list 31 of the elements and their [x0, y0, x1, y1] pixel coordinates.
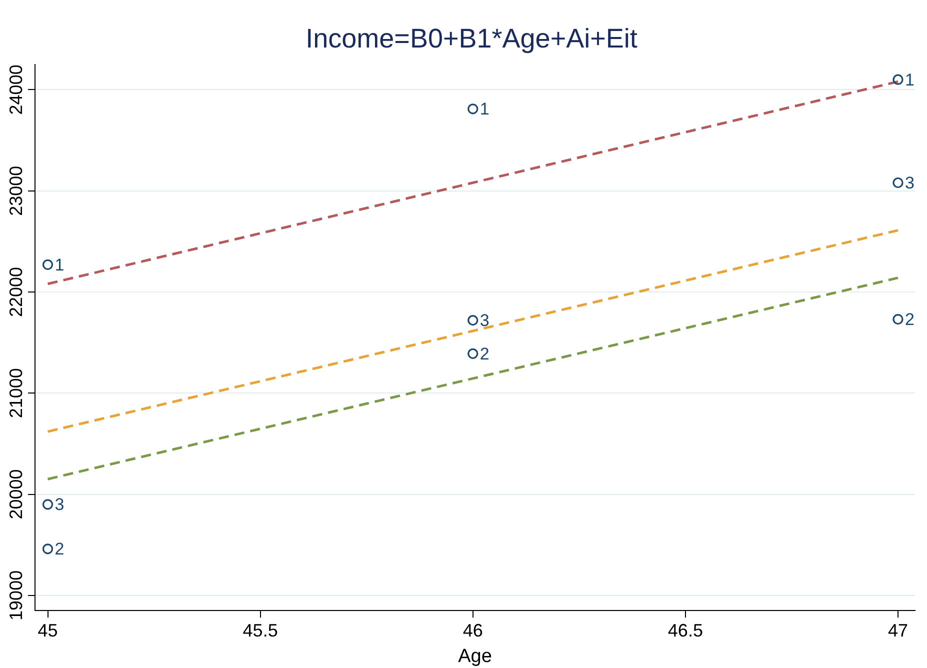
point: [892, 74, 904, 85]
point: [892, 314, 904, 325]
point: [42, 259, 54, 270]
y-tick-label: 22000: [6, 266, 26, 318]
point: [42, 544, 54, 554]
point: [468, 315, 478, 326]
y-tick-label: 19000: [6, 570, 26, 620]
chart-title: Income=B0+B1*Age+Ai+Eit: [306, 24, 638, 54]
point: [468, 104, 478, 114]
text: 3: [904, 173, 914, 192]
text: 1: [480, 100, 490, 119]
x-tick-label: 47: [888, 620, 908, 640]
series-label: 1: [54, 255, 64, 274]
series-label: 3: [480, 310, 490, 330]
x-axis-title: Age: [458, 646, 492, 667]
y-tick-label: 23000: [6, 166, 26, 216]
series-label: 2: [480, 344, 490, 364]
text: 2: [904, 310, 914, 329]
y-tick-label: 21000: [6, 368, 26, 418]
text: 2: [54, 540, 64, 559]
text: 1: [904, 70, 914, 90]
point: [42, 499, 54, 510]
x-tick-label: 46.5: [668, 620, 703, 640]
x-tick-label: 45.5: [242, 620, 278, 640]
point: [468, 348, 478, 359]
x-tick-label: 46: [462, 620, 483, 640]
text: 3: [54, 495, 64, 514]
y-tick-label: 24000: [6, 64, 26, 115]
x-tick-label: 45: [38, 620, 58, 640]
y-tick-label: 20000: [6, 469, 26, 520]
point: [892, 177, 904, 188]
